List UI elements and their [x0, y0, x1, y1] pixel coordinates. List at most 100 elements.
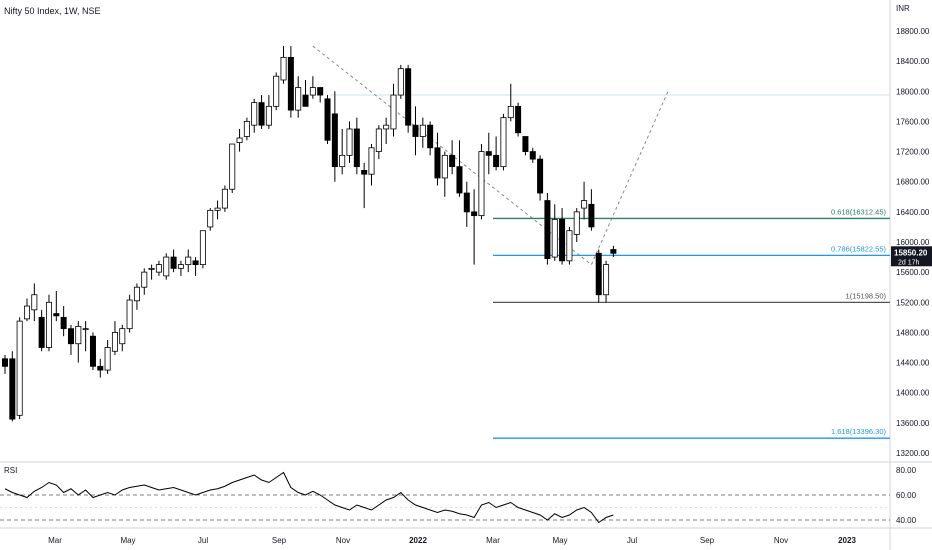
candle-body [31, 294, 38, 311]
candle-body [551, 218, 558, 258]
candle-body [104, 347, 111, 371]
rsi-line [4, 471, 614, 524]
candle-body [412, 124, 419, 137]
candle-body [449, 154, 456, 168]
candle-body [192, 260, 199, 266]
candle-body [214, 207, 221, 211]
y-tick-label: 18400.00 [896, 57, 930, 66]
candle-body [265, 105, 272, 126]
candle-body [390, 94, 397, 130]
x-tick-label: May [552, 536, 567, 545]
candle-body [522, 136, 529, 152]
candle-body [515, 105, 522, 134]
candle-body [478, 151, 485, 217]
candle-body [258, 102, 265, 126]
candle-body [207, 209, 214, 228]
x-tick-label: Mar [486, 536, 500, 545]
candle-body [339, 154, 346, 168]
y-tick-label: 16800.00 [896, 178, 930, 187]
candle-body [273, 75, 280, 107]
candle-body [111, 332, 118, 352]
candle-body [75, 325, 82, 345]
candle-body [434, 147, 441, 179]
chart-title: Nifty 50 Index, 1W, NSE [4, 6, 101, 16]
candle-body [419, 124, 426, 137]
candle-body [610, 249, 617, 254]
candle-body [185, 256, 192, 266]
x-tick-label: Mar [48, 536, 62, 545]
candle-body [251, 102, 258, 126]
candle-body [463, 192, 470, 213]
candle-body [295, 87, 302, 111]
candle-body [361, 170, 368, 175]
candle-body [500, 117, 507, 168]
candle-body [155, 264, 162, 273]
fib-label: 1.618(13396.30) [831, 427, 887, 436]
candle-body [471, 211, 478, 217]
y-tick-label: 17200.00 [896, 148, 930, 157]
y-tick-label: 15200.00 [896, 298, 930, 307]
trend-line-up [590, 91, 669, 265]
candle-body [287, 56, 294, 111]
candle-body [302, 94, 309, 107]
x-tick-label: Nov [336, 536, 350, 545]
candle-body [441, 154, 448, 179]
x-tick-label: 2022 [409, 536, 427, 545]
candle-body [82, 328, 89, 331]
y-tick-label: 14000.00 [896, 389, 930, 398]
x-tick-label: 2023 [838, 536, 856, 545]
y-tick-label: 16000.00 [896, 238, 930, 247]
candle-body [427, 124, 434, 149]
rsi-y-tick-label: 80.00 [896, 466, 917, 475]
candle-body [45, 301, 52, 348]
y-tick-label: 18800.00 [896, 27, 930, 36]
candle-body [537, 158, 544, 194]
candle-body [67, 328, 74, 345]
candle-body [588, 203, 595, 228]
candle-body [383, 124, 390, 130]
last-price-badge [891, 246, 932, 267]
candle-body [331, 113, 338, 168]
rsi-label: RSI [4, 466, 17, 475]
candle-body [397, 68, 404, 96]
rsi-y-tick-label: 40.00 [896, 516, 917, 525]
candle-body [60, 316, 67, 330]
y-tick-label: 13600.00 [896, 419, 930, 428]
candle-body [559, 218, 566, 262]
candle-body [581, 200, 588, 209]
candle-body [456, 166, 463, 194]
candle-body [148, 267, 155, 270]
candle-body [280, 56, 287, 81]
y-tick-label: 18000.00 [896, 87, 930, 96]
x-tick-label: Sep [272, 536, 287, 545]
candle-body [2, 358, 8, 367]
candle-body [603, 264, 610, 296]
last-price-value: 15850.20 [894, 248, 928, 257]
candle-body [163, 256, 170, 277]
candle-body [16, 320, 23, 416]
candle-body [566, 230, 573, 262]
x-tick-label: Sep [700, 536, 715, 545]
candle-body [375, 128, 382, 152]
y-tick-label: 15600.00 [896, 268, 930, 277]
candle-body [177, 264, 184, 269]
candle-body [199, 230, 206, 266]
rsi-y-tick-label: 60.00 [896, 491, 917, 500]
candle-body [368, 147, 375, 175]
candle-body [133, 286, 140, 302]
candle-body [119, 328, 126, 345]
candle-body [493, 154, 500, 168]
y-tick-label: 14800.00 [896, 328, 930, 337]
x-tick-label: Jul [198, 536, 208, 545]
fib-label: 0.786(15822.55) [831, 244, 887, 253]
candle-body [141, 271, 148, 288]
candle-body [236, 137, 243, 143]
candle-body [405, 68, 412, 126]
candle-body [38, 316, 45, 348]
x-tick-label: Jul [627, 536, 637, 545]
candle-body [485, 151, 492, 156]
last-price-countdown: 2d 17h [898, 259, 920, 266]
candle-body [346, 128, 353, 156]
x-tick-label: Nov [774, 536, 788, 545]
